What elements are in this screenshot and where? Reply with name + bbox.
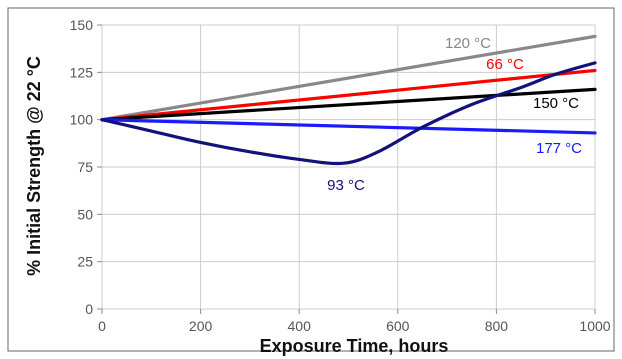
y-tick-label: 150 bbox=[70, 17, 94, 33]
series-layer bbox=[100, 34, 597, 166]
x-tick-label: 800 bbox=[485, 318, 509, 334]
y-tick-label: 100 bbox=[70, 112, 94, 128]
series-label-177c: 177 °C bbox=[536, 140, 582, 157]
series-line-120c bbox=[100, 34, 597, 122]
x-tick-label: 400 bbox=[288, 318, 312, 334]
series-line-66c bbox=[100, 68, 597, 122]
y-tick-label: 50 bbox=[77, 206, 93, 222]
y-tick-label: 125 bbox=[70, 64, 94, 80]
x-tick-label: 600 bbox=[386, 318, 410, 334]
series-line-177c bbox=[100, 118, 597, 135]
x-tick-label: 0 bbox=[98, 318, 106, 334]
labels-layer: 120 °C 66 °C 150 °C 177 °C 93 °C bbox=[327, 35, 582, 194]
series-line-150c bbox=[100, 87, 597, 122]
y-tick-label: 0 bbox=[85, 301, 93, 317]
series-label-120c: 120 °C bbox=[445, 35, 491, 52]
series-line-93c bbox=[100, 61, 597, 166]
x-tick-label: 1000 bbox=[579, 318, 610, 334]
y-tick-label: 75 bbox=[77, 159, 93, 175]
series-label-93c: 93 °C bbox=[327, 177, 365, 194]
y-axis-title: % Initial Strength @ 22 °C bbox=[24, 56, 44, 276]
series-label-66c: 66 °C bbox=[486, 56, 524, 73]
axes-layer: 0 200 400 600 800 1000 0 25 50 75 100 125 150 bbox=[70, 17, 611, 334]
y-tick-label: 25 bbox=[77, 254, 93, 270]
chart-frame bbox=[7, 7, 615, 352]
series-label-150c: 150 °C bbox=[533, 95, 579, 112]
x-axis-title: Exposure Time, hours bbox=[260, 336, 449, 356]
x-tick-label: 200 bbox=[189, 318, 213, 334]
grid-layer bbox=[101, 24, 596, 310]
